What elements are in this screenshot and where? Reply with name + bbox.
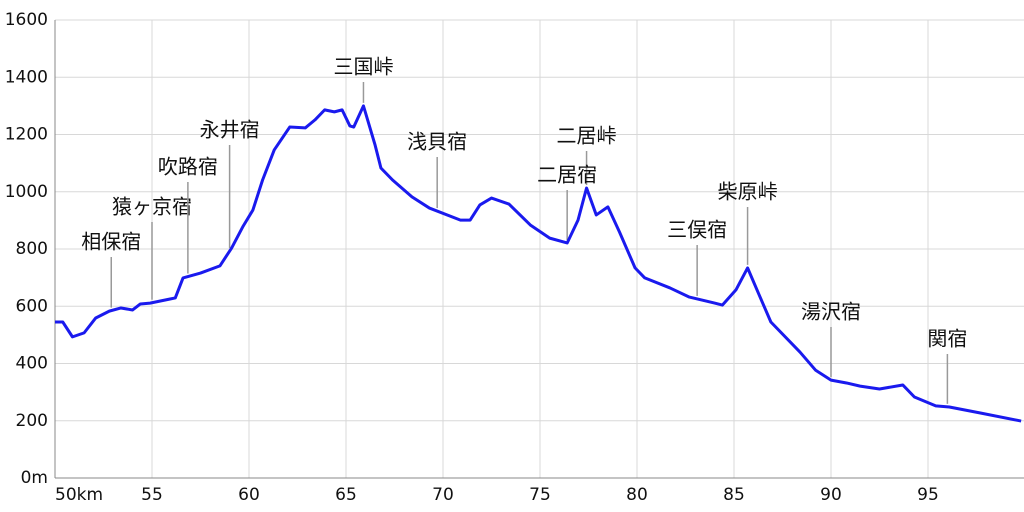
y-tick-label: 200 [16,411,48,431]
annotation-label: 永井宿 [200,118,260,142]
y-tick-label: 0m [21,468,48,488]
annotation-label: 相保宿 [81,230,141,254]
x-tick-label: 85 [723,485,745,505]
x-tick-label: 80 [626,485,648,505]
annotation-label: 浅貝宿 [407,130,467,154]
annotation-label: 関宿 [927,327,967,351]
y-tick-label: 600 [16,296,48,316]
annotation-label: 二居宿 [537,163,597,187]
annotation-label: 柴原峠 [718,180,778,204]
y-tick-label: 1600 [5,10,48,30]
annotation-label: 二居峠 [557,124,617,148]
x-tick-label: 70 [432,485,454,505]
annotation-label: 三国峠 [333,55,393,79]
elevation-line [55,104,1022,423]
y-tick-label: 1400 [5,67,48,87]
y-tick-label: 400 [16,354,48,374]
x-tick-label: 75 [529,485,551,505]
annotation-label: 三俣宿 [667,218,727,242]
x-tick-label: 90 [820,485,842,505]
x-tick-label: 60 [238,485,260,505]
annotation-label: 湯沢宿 [801,300,861,324]
y-tick-label: 1000 [5,182,48,202]
y-tick-label: 800 [16,239,48,259]
x-tick-label: 50km [55,485,103,505]
annotation-label: 猿ヶ京宿 [112,195,192,219]
x-tick-label: 65 [335,485,357,505]
annotation-label: 吹路宿 [158,155,218,179]
x-tick-label: 95 [917,485,939,505]
x-tick-label: 55 [141,485,163,505]
y-tick-label: 1200 [5,125,48,145]
